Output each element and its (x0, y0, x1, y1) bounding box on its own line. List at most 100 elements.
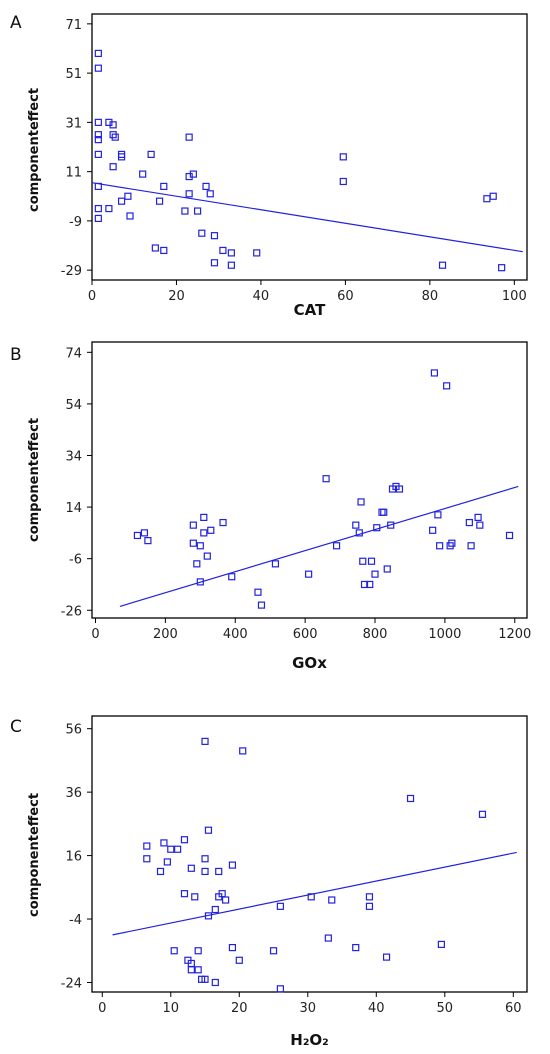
data-point (269, 947, 278, 955)
data-point (187, 864, 195, 872)
y-tick-label: 14 (65, 501, 82, 516)
data-point (94, 150, 102, 158)
data-point (387, 521, 395, 529)
data-point (434, 511, 442, 519)
data-point (324, 934, 332, 942)
data-point (109, 163, 117, 171)
data-point (307, 893, 315, 901)
data-point (305, 570, 313, 578)
x-tick-label: 100 (502, 289, 527, 304)
data-point (437, 940, 445, 949)
y-tick-label: 54 (65, 398, 82, 413)
data-point (181, 207, 189, 215)
data-point (257, 601, 266, 609)
data-point (207, 526, 215, 534)
data-point (378, 508, 386, 516)
data-point (429, 526, 437, 534)
data-point (187, 966, 195, 974)
y-tick-label: 16 (65, 850, 82, 865)
data-point (94, 64, 102, 72)
x-tick-label: 20 (168, 289, 185, 304)
x-tick-label: 60 (337, 289, 354, 304)
data-point (352, 521, 360, 529)
data-point (144, 537, 152, 545)
data-point (489, 192, 497, 200)
data-point (139, 170, 147, 178)
data-point (467, 542, 475, 550)
data-point (117, 150, 126, 158)
data-point (180, 890, 189, 898)
data-point (228, 573, 236, 581)
data-point (191, 893, 199, 901)
data-point (94, 136, 102, 144)
data-point (211, 978, 219, 987)
data-point (365, 893, 374, 901)
x-tick-label: 800 (363, 627, 388, 642)
plot-frame (91, 715, 528, 993)
data-point (180, 836, 189, 844)
data-point (156, 867, 165, 876)
data-point (147, 150, 155, 158)
data-point (160, 246, 168, 255)
data-point (196, 542, 204, 550)
data-point (160, 839, 168, 847)
x-tick-label: 40 (368, 1001, 385, 1016)
data-point (406, 794, 415, 803)
y-tick-label: 74 (65, 346, 82, 361)
x-tick-label: 10 (163, 1001, 180, 1016)
data-point (124, 192, 132, 200)
x-axis-label: GOx (292, 654, 327, 672)
y-tick-label: 34 (65, 449, 82, 464)
data-point (109, 121, 117, 129)
panel-letter: B (10, 345, 22, 365)
y-axis-label: componenteffect (27, 88, 42, 212)
data-point (189, 170, 197, 178)
data-point (200, 529, 208, 537)
data-point (198, 229, 206, 237)
data-point (143, 855, 151, 863)
x-tick-label: 40 (253, 289, 270, 304)
data-point (210, 232, 219, 240)
y-tick-label: 56 (65, 723, 82, 738)
data-point (253, 249, 261, 257)
y-tick-label: 71 (65, 18, 82, 33)
data-point (143, 842, 151, 850)
data-point (371, 570, 379, 578)
data-point (204, 826, 213, 834)
data-point (474, 513, 482, 522)
data-point (430, 369, 439, 377)
data-point (133, 531, 142, 540)
data-point (380, 508, 388, 516)
x-axis-label: CAT (294, 301, 326, 319)
data-point (193, 207, 202, 215)
data-point (476, 521, 484, 529)
data-point (382, 953, 391, 961)
data-point (436, 542, 444, 550)
data-point (196, 578, 204, 586)
x-tick-label: 200 (153, 627, 178, 642)
x-tick-label: 400 (223, 627, 248, 642)
x-tick-label: 80 (422, 289, 439, 304)
x-tick-label: 20 (231, 1001, 248, 1016)
data-point (219, 518, 227, 527)
data-point (235, 956, 243, 964)
data-point (174, 845, 182, 853)
y-axis-label: componenteffect (27, 418, 42, 542)
data-point (105, 204, 113, 213)
data-point (383, 565, 391, 573)
data-point (366, 580, 374, 589)
data-point (203, 552, 211, 560)
data-point (185, 190, 193, 198)
y-tick-label: -26 (61, 604, 82, 619)
data-point (443, 382, 451, 390)
data-point (322, 475, 330, 483)
data-point (505, 531, 514, 540)
data-point (228, 943, 237, 952)
x-tick-label: 60 (505, 1001, 522, 1016)
data-point (117, 197, 126, 205)
data-point (201, 975, 209, 983)
data-point (194, 966, 202, 974)
data-point (189, 521, 197, 529)
data-point (332, 542, 341, 550)
